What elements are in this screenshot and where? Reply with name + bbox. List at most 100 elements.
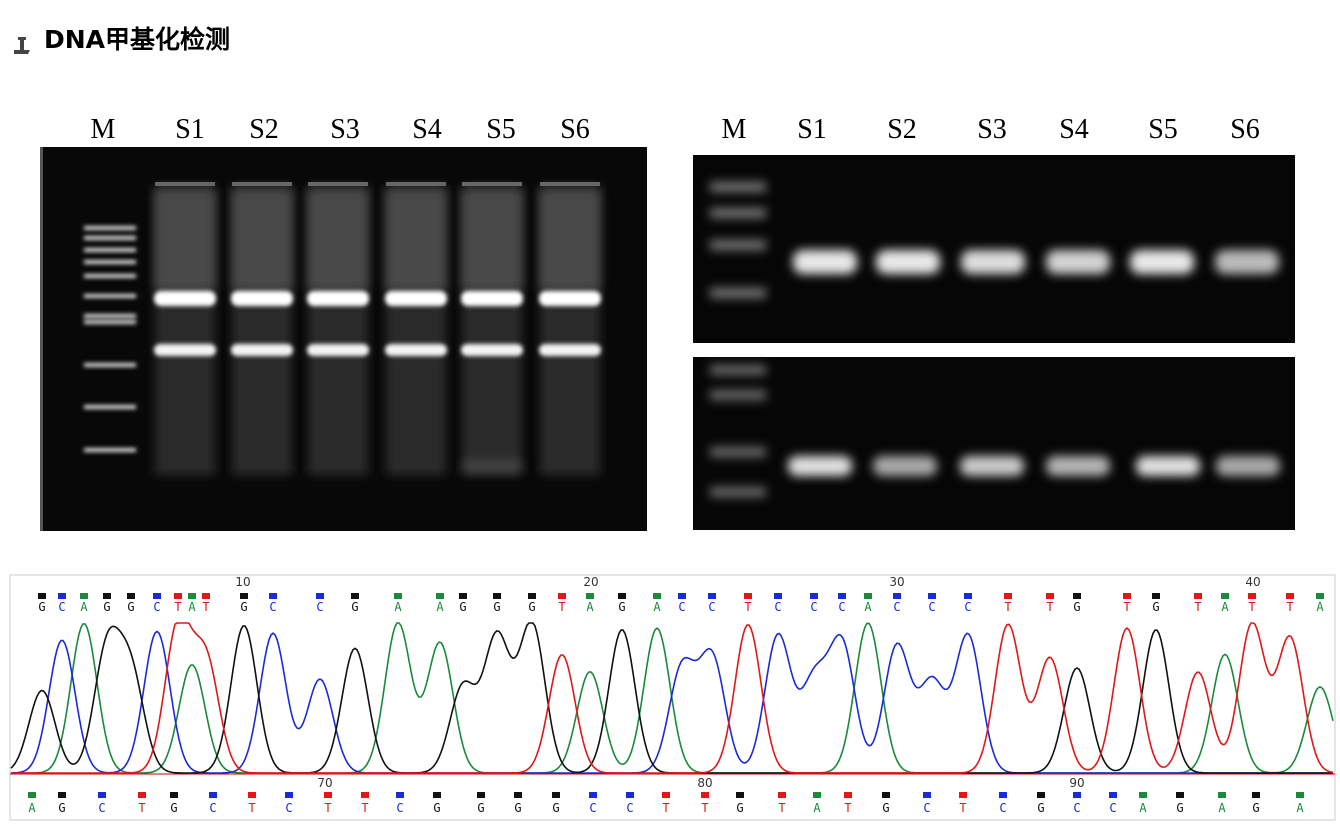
base-marker [28,792,36,798]
band [960,456,1024,476]
base-call: G [552,801,559,815]
base-marker [586,593,594,599]
base-marker [188,593,196,599]
base-marker [928,593,936,599]
base-marker [209,792,217,798]
base-marker [98,792,106,798]
marker-band [710,390,766,400]
marker-band [84,363,136,367]
base-marker [351,593,359,599]
base-marker [396,792,404,798]
band [1215,250,1279,274]
band [154,291,216,306]
base-call: C [928,600,935,614]
lane-label: S6 [560,114,590,145]
base-marker [138,792,146,798]
trace [11,630,1333,774]
base-marker [744,593,752,599]
base-call: T [174,600,181,614]
base-marker [774,593,782,599]
lane-label: S6 [1230,114,1260,145]
base-call: T [202,600,209,614]
base-call: T [138,801,145,815]
well [540,182,600,186]
base-call: G [528,600,535,614]
base-call: A [436,600,444,614]
base-marker [1316,593,1324,599]
trace [11,622,1334,774]
faint-band [464,460,520,472]
base-marker [1221,593,1229,599]
base-call: G [882,801,889,815]
title: DNA甲基化检测 [44,25,230,54]
base-call: C [1109,801,1116,815]
base-call: A [28,801,36,815]
base-marker [174,593,182,599]
base-call: T [701,801,708,815]
base-call: C [708,600,715,614]
base-marker [1248,593,1256,599]
marker-band [84,405,136,409]
lane-label: S5 [1148,114,1178,145]
band [385,344,447,356]
lane-label: M [722,114,747,145]
base-call: C [1073,801,1080,815]
band [1046,250,1110,274]
base-call: C [285,801,292,815]
lane-label: S1 [797,114,827,145]
band [154,344,216,356]
base-call: G [351,600,358,614]
band [461,291,523,306]
base-marker [285,792,293,798]
base-marker [153,593,161,599]
bands [84,182,1280,497]
base-call: T [844,801,851,815]
smear [386,190,446,290]
base-call: G [459,600,466,614]
base-call: T [1046,600,1053,614]
base-call: T [662,801,669,815]
base-marker [202,593,210,599]
base-marker [1218,792,1226,798]
base-call: C [893,600,900,614]
base-marker [1139,792,1147,798]
base-call: A [586,600,594,614]
base-marker [1073,792,1081,798]
smear [308,190,368,290]
base-call: T [778,801,785,815]
base-call: T [1194,600,1201,614]
base-marker [493,593,501,599]
base-call: C [269,600,276,614]
base-call: G [38,600,45,614]
base-marker [103,593,111,599]
base-marker [316,593,324,599]
base-call: G [618,600,625,614]
base-marker [170,792,178,798]
base-call: A [1316,600,1324,614]
flask-icon [14,37,30,54]
base-call: A [864,600,872,614]
base-call: T [1123,600,1130,614]
lane-label: S5 [486,114,516,145]
marker-band [84,248,136,252]
base-marker [882,792,890,798]
band [385,291,447,306]
base-marker [58,593,66,599]
base-marker [324,792,332,798]
base-call: A [1218,801,1226,815]
band [1130,250,1194,274]
base-call: C [774,600,781,614]
base-marker [893,593,901,599]
base-call: T [959,801,966,815]
base-marker [361,792,369,798]
base-marker [38,593,46,599]
well [155,182,215,186]
base-marker [459,593,467,599]
base-call: G [1152,600,1159,614]
lane-label: S3 [977,114,1007,145]
marker-band [710,208,766,218]
base-marker [964,593,972,599]
base-call: C [999,801,1006,815]
base-call: C [589,801,596,815]
